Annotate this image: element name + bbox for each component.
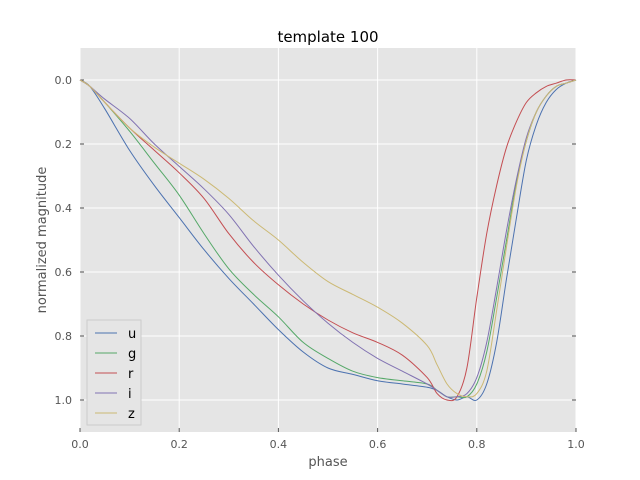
y-tick-label: 0.4 — [55, 202, 73, 215]
chart-title: template 100 — [277, 28, 378, 46]
series-line-i — [79, 79, 577, 398]
y-tick-label: 0.0 — [55, 74, 73, 87]
legend-label-u: u — [128, 327, 136, 342]
x-axis-label: phase — [308, 455, 347, 470]
legend-label-z: z — [128, 407, 135, 422]
x-tick-label: 0.6 — [369, 438, 387, 451]
grid-lines — [79, 48, 577, 432]
plot-background — [80, 48, 576, 432]
x-tick-label: 1.0 — [567, 438, 585, 451]
series-layer — [79, 79, 577, 402]
x-tick-label: 0.4 — [270, 438, 288, 451]
x-tick-label: 0.8 — [468, 438, 486, 451]
x-tick-label: 0.2 — [170, 438, 188, 451]
series-line-u — [79, 79, 577, 401]
series-line-r — [79, 79, 577, 402]
y-tick-label: 0.2 — [55, 138, 73, 151]
legend-label-g: g — [128, 347, 136, 362]
x-tick-label: 0.0 — [71, 438, 89, 451]
y-tick-label: 0.6 — [55, 266, 73, 279]
y-tick-label: 1.0 — [55, 394, 73, 407]
legend-label-r: r — [128, 367, 134, 382]
legend-label-i: i — [128, 387, 132, 402]
y-axis-label: normalized magnitude — [35, 167, 50, 314]
series-line-z — [79, 79, 577, 398]
y-tick-label: 0.8 — [55, 330, 73, 343]
axis-ticks: 0.0 0.2 0.4 0.6 0.8 1.0 0.0 0.2 0.4 0.6 0.8 1.0 — [55, 74, 585, 451]
